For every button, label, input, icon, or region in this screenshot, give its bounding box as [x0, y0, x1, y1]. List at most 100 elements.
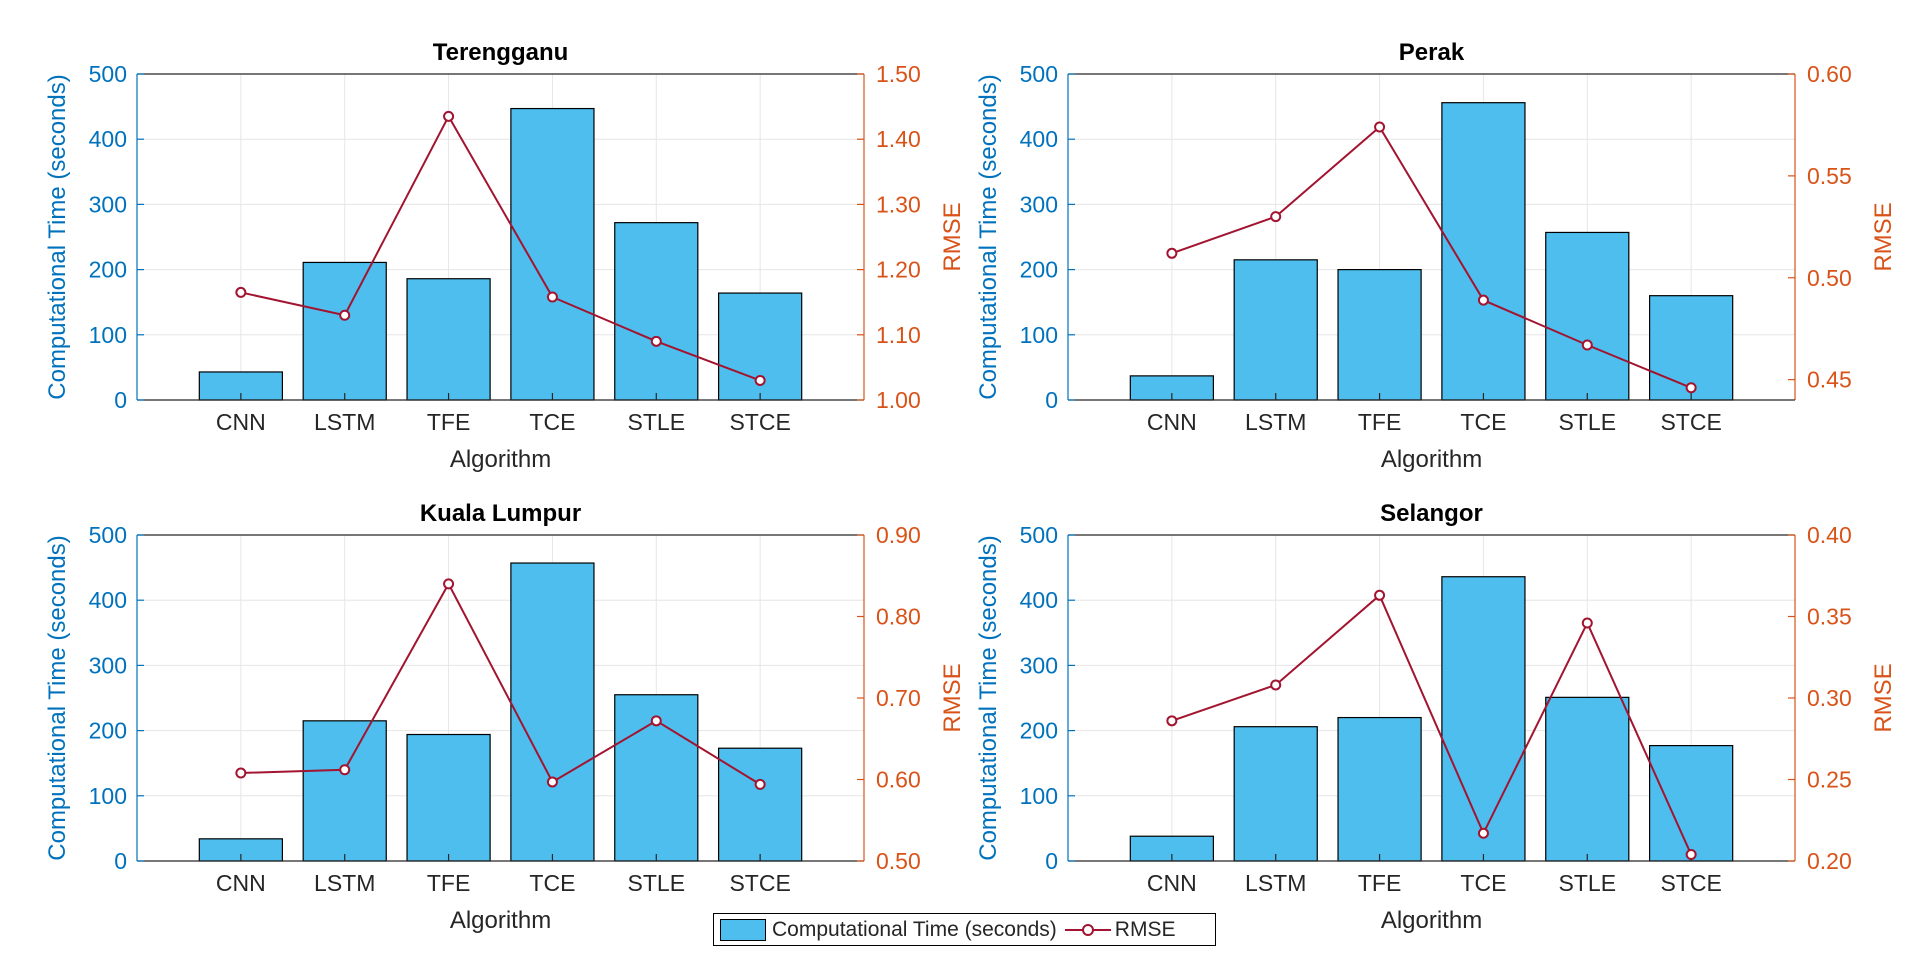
right-tick-label: 0.25 — [1807, 767, 1852, 793]
rmse-point-tfe — [443, 110, 455, 122]
rmse-point-stce — [1685, 382, 1697, 394]
y2-axis-label: RMSE — [939, 663, 966, 732]
left-tick-label: 300 — [89, 652, 127, 678]
y2-axis-label: RMSE — [1870, 202, 1897, 271]
bar-tce — [1441, 576, 1526, 862]
rmse-line — [1171, 593, 1693, 855]
rmse-line — [1171, 125, 1692, 389]
chart-panel-0: 0 100 200 300 400 500 1.00 1.10 1.20 1.30 1.40 1.50… — [44, 39, 966, 473]
x-axis-label: Algorithm — [1381, 907, 1482, 934]
x-tick-label: STCE — [1660, 409, 1721, 435]
right-tick-label: 1.50 — [876, 61, 921, 87]
rmse-point-stle — [1581, 617, 1593, 629]
legend-line-marker — [1064, 919, 1111, 941]
chart-panel-2: 0 100 200 300 400 500 0.50 0.60 0.70 0.80 0.90 CNN L… — [44, 500, 966, 934]
left-tick-label: 400 — [89, 587, 127, 613]
right-tick-label: 0.80 — [876, 604, 921, 630]
x-tick-label: CNN — [1147, 409, 1197, 435]
rmse-point-tce — [1477, 827, 1489, 839]
rmse-point-cnn — [235, 767, 247, 779]
chart-title: Terengganu — [433, 39, 569, 66]
x-axis-label: Algorithm — [1381, 446, 1482, 473]
left-tick-label: 200 — [89, 718, 127, 744]
rmse-point-stle — [650, 715, 662, 727]
x-tick-label: LSTM — [1245, 409, 1306, 435]
x-tick-label: STCE — [729, 409, 790, 435]
left-tick-label: 0 — [1045, 387, 1058, 413]
rmse-point-stle — [1581, 339, 1593, 351]
rmse-point-tce — [546, 776, 558, 788]
right-tick-label: 1.10 — [876, 322, 921, 348]
bar-tfe — [1337, 269, 1422, 401]
rmse-point-tfe — [1374, 589, 1386, 601]
right-tick-label: 0.20 — [1807, 848, 1852, 874]
left-tick-label: 200 — [1020, 257, 1058, 283]
right-tick-label: 1.30 — [876, 191, 921, 217]
legend-bar-swatch — [720, 918, 766, 941]
y-axis-label: Computational Time (seconds) — [975, 74, 1002, 399]
bar-tce — [510, 562, 595, 862]
x-axis-label: Algorithm — [450, 907, 551, 934]
y-axis-label: Computational Time (seconds) — [44, 535, 71, 860]
x-tick-label: TCE — [1460, 870, 1506, 896]
bar-tfe — [406, 733, 491, 862]
rmse-point-tfe — [443, 578, 455, 590]
left-tick-label: 300 — [89, 191, 127, 217]
left-tick-label: 100 — [1020, 322, 1058, 348]
left-tick-label: 400 — [1020, 587, 1058, 613]
left-tick-label: 200 — [1020, 718, 1058, 744]
rmse-point-cnn — [235, 286, 247, 298]
bar-lstm — [302, 261, 387, 401]
right-tick-label: 0.50 — [1807, 265, 1852, 291]
x-tick-label: STCE — [729, 870, 790, 896]
rmse-point-tfe — [1374, 121, 1386, 133]
chart-title: Perak — [1399, 39, 1465, 66]
x-tick-label: CNN — [1147, 870, 1197, 896]
y2-axis-label: RMSE — [939, 202, 966, 271]
chart-title: Selangor — [1380, 500, 1483, 527]
rmse-point-cnn — [1166, 247, 1178, 259]
left-tick-label: 400 — [89, 126, 127, 152]
right-tick-label: 0.70 — [876, 685, 921, 711]
rmse-point-lstm — [1270, 211, 1282, 223]
right-tick-label: 0.30 — [1807, 685, 1852, 711]
left-tick-label: 300 — [1020, 191, 1058, 217]
x-tick-label: CNN — [216, 409, 266, 435]
right-tick-label: 0.50 — [876, 848, 921, 874]
left-tick-label: 0 — [114, 387, 127, 413]
rmse-point-cnn — [1166, 715, 1178, 727]
y2-axis-label: RMSE — [1870, 663, 1897, 732]
x-tick-label: STCE — [1660, 870, 1721, 896]
right-tick-label: 0.55 — [1807, 163, 1852, 189]
right-tick-label: 1.20 — [876, 257, 921, 283]
x-tick-label: STLE — [1559, 870, 1617, 896]
left-tick-label: 500 — [89, 522, 127, 548]
x-tick-label: TCE — [529, 409, 575, 435]
chart-panel-1: 0 100 200 300 400 500 0.45 0.50 0.55 0.60 CNN LSTM T… — [975, 39, 1897, 473]
x-tick-label: TFE — [1358, 870, 1401, 896]
rmse-point-stce — [754, 374, 766, 386]
rmse-point-stle — [650, 335, 662, 347]
x-tick-label: TFE — [427, 409, 470, 435]
left-tick-label: 300 — [1020, 652, 1058, 678]
bar-stle — [1545, 696, 1630, 862]
left-tick-label: 500 — [89, 61, 127, 87]
x-tick-label: STLE — [628, 409, 686, 435]
legend-line-label: RMSE — [1114, 917, 1176, 941]
right-tick-label: 0.40 — [1807, 522, 1852, 548]
left-tick-label: 100 — [89, 783, 127, 809]
rmse-point-tce — [546, 291, 558, 303]
left-tick-label: 0 — [1045, 848, 1058, 874]
chart-panel-3: 0 100 200 300 400 500 0.20 0.25 0.30 0.35 0.40 CNN L… — [975, 500, 1897, 934]
x-tick-label: LSTM — [1245, 870, 1306, 896]
left-tick-label: 200 — [89, 257, 127, 283]
rmse-line — [240, 114, 761, 382]
x-tick-label: STLE — [1559, 409, 1617, 435]
rmse-point-lstm — [1270, 679, 1282, 691]
left-tick-label: 0 — [114, 848, 127, 874]
right-tick-label: 0.90 — [876, 522, 921, 548]
bar-tce — [1441, 102, 1526, 401]
x-tick-label: LSTM — [314, 870, 375, 896]
x-tick-label: TFE — [1358, 409, 1401, 435]
legend: Computational Time (seconds) RMSE — [713, 913, 1216, 946]
